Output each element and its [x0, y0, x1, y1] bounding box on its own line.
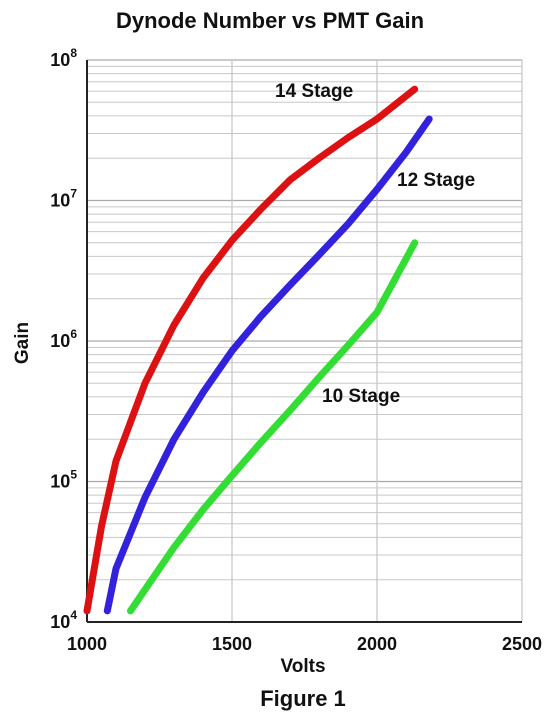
- y-tick-label: 107: [50, 187, 77, 211]
- x-tick-label: 1500: [212, 634, 252, 654]
- figure-caption: Figure 1: [260, 686, 346, 711]
- y-tick-label: 108: [50, 46, 77, 70]
- y-tick-label: 104: [50, 608, 77, 632]
- y-tick-label: 105: [50, 468, 77, 492]
- grid: [86, 59, 523, 623]
- x-tick-label: 1000: [67, 634, 107, 654]
- tick-labels: 1000 1500 2000 2500 104 105 106 107 108: [50, 46, 542, 654]
- series-label-10-stage: 10 Stage: [322, 386, 400, 407]
- series-line-14-stage: [83, 85, 419, 615]
- series-line-10-stage: [127, 239, 419, 615]
- x-axis-label: Volts: [280, 656, 325, 677]
- y-tick-label: 106: [50, 327, 77, 351]
- y-axis-label: Gain: [12, 322, 33, 364]
- series-label-14-stage: 14 Stage: [275, 81, 353, 102]
- series-line-12-stage: [103, 115, 433, 615]
- x-tick-label: 2000: [357, 634, 397, 654]
- series-label-12-stage: 12 Stage: [397, 170, 475, 191]
- series-labels: 14 Stage 12 Stage 10 Stage: [275, 81, 475, 407]
- chart-title: Dynode Number vs PMT Gain: [116, 8, 424, 33]
- series-group: [83, 85, 433, 615]
- x-tick-label: 2500: [502, 634, 542, 654]
